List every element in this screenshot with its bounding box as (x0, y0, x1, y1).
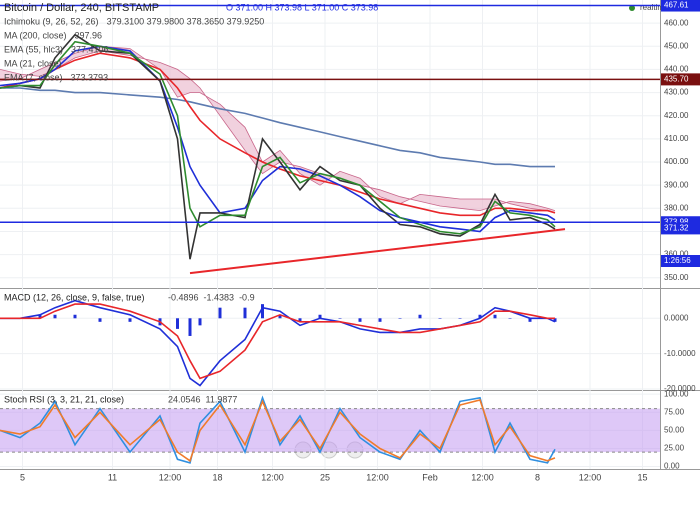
y-tick-label: 400.00 (664, 157, 689, 166)
legend-value: 379.3100 379.9800 378.3650 379.9250 (107, 16, 265, 26)
legend-name: MA (200, close) (4, 30, 67, 40)
y-tick-label: 380.00 (664, 203, 689, 212)
y-tick-label: 430.00 (664, 88, 689, 97)
y-tick-label: -20.0000 (664, 384, 696, 393)
legend-name: MA (21, close) (4, 58, 62, 68)
level-label-box (661, 73, 700, 86)
histogram-bar (318, 314, 322, 319)
panel-title: MACD (12, 26, close, 9, false, true) (4, 292, 145, 302)
legend-name: EMA (7, close) (4, 72, 63, 82)
histogram-bar (38, 314, 42, 319)
histogram-bar (261, 304, 264, 319)
x-tick-label: 12:00 (471, 472, 494, 482)
y-tick-label: 390.00 (664, 180, 689, 189)
level-label: 435.70 (664, 74, 689, 83)
x-tick-label: 18 (212, 472, 222, 482)
histogram-bar (478, 314, 482, 319)
status-dot (629, 5, 635, 11)
histogram-bar (493, 314, 497, 319)
histogram-bar (73, 314, 77, 319)
histogram-bar (53, 314, 57, 319)
histogram-bar (418, 314, 422, 319)
histogram-bar (218, 307, 222, 319)
y-tick-label: 25.00 (664, 444, 685, 453)
histogram-bar (98, 318, 102, 322)
histogram-bar (188, 318, 192, 336)
histogram-bar (438, 318, 442, 319)
series-line (0, 303, 555, 380)
histogram-bar (298, 318, 302, 322)
y-tick-label: 100.00 (664, 389, 689, 398)
price-label-box (661, 222, 700, 235)
histogram-bar (358, 318, 362, 322)
y-tick-label: 75.00 (664, 407, 685, 416)
ohlc: O 371.00 H 373.98 L 371.00 C 373.98 (226, 2, 378, 12)
x-tick-label: 15 (637, 472, 647, 482)
y-tick-label: 350.00 (664, 273, 689, 282)
series-line (0, 87, 555, 168)
level-label: 373.98 (664, 217, 689, 226)
legend-name: Ichimoku (9, 26, 52, 26) (4, 16, 99, 26)
x-tick-label: 11 (108, 472, 117, 482)
level-label: 467.61 (664, 1, 689, 10)
countdown-box (661, 255, 700, 267)
ichimoku-span (0, 50, 556, 212)
y-tick-label: 460.00 (664, 18, 689, 27)
histogram-bar (338, 318, 342, 319)
y-tick-label: 50.00 (664, 425, 685, 434)
legend-name: EMA (55, hlc3) (4, 44, 63, 54)
x-tick-label: 12:00 (261, 472, 284, 482)
y-tick-label: 360.00 (664, 250, 689, 259)
histogram-bar (198, 318, 202, 326)
legend-value: -0.9 (239, 292, 255, 302)
histogram-bar (128, 318, 132, 322)
y-tick-label: 0.00 (664, 462, 680, 471)
x-tick-label: 12:00 (366, 472, 389, 482)
y-tick-label: 450.00 (664, 41, 689, 50)
histogram-bar (278, 314, 282, 319)
legend-value: 397.96 (75, 30, 103, 40)
level-label-box (661, 0, 700, 12)
series-line (0, 399, 556, 463)
series-line (0, 33, 556, 260)
y-tick-label: 440.00 (664, 65, 689, 74)
countdown: 1:26:56 (664, 256, 691, 265)
panel-title: Stoch RSI (3, 3, 21, 21, close) (4, 394, 124, 404)
series-line (0, 45, 556, 233)
histogram-bar (378, 318, 382, 322)
x-tick-label: 12:00 (579, 472, 602, 482)
histogram-bar (243, 307, 247, 319)
legend-value: 373.3793 (71, 72, 109, 82)
legend-value: -1.4383 (204, 292, 235, 302)
trendline (189, 228, 566, 275)
histogram-bar (398, 318, 402, 319)
series-line (0, 52, 556, 217)
histogram-bar (528, 318, 532, 322)
x-tick-label: 25 (320, 472, 330, 482)
status: realtime (640, 3, 669, 12)
x-tick-label: Feb (422, 472, 438, 482)
legend-value: 11.9877 (206, 394, 238, 404)
y-tick-label: -10.0000 (664, 349, 696, 358)
x-tick-label: 12:00 (159, 472, 182, 482)
panel-title: Bitcoin / Dollar, 240, BITSTAMP (4, 2, 159, 14)
y-tick-label: 0.0000 (664, 313, 689, 322)
histogram-bar (553, 318, 557, 322)
histogram-bar (176, 318, 179, 329)
x-tick-label: 5 (20, 472, 25, 482)
ichimoku-cloud (0, 46, 555, 213)
y-tick-label: 420.00 (664, 111, 689, 120)
legend-value: 24.0546 (168, 394, 201, 404)
histogram-bar (458, 318, 462, 319)
y-tick-label: 410.00 (664, 134, 689, 143)
legend-value: 377.4106 (71, 44, 109, 54)
price-label: 371.32 (664, 224, 689, 233)
x-tick-label: 8 (535, 472, 540, 482)
histogram-bar (508, 318, 512, 319)
legend-value: -0.4896 (168, 292, 199, 302)
